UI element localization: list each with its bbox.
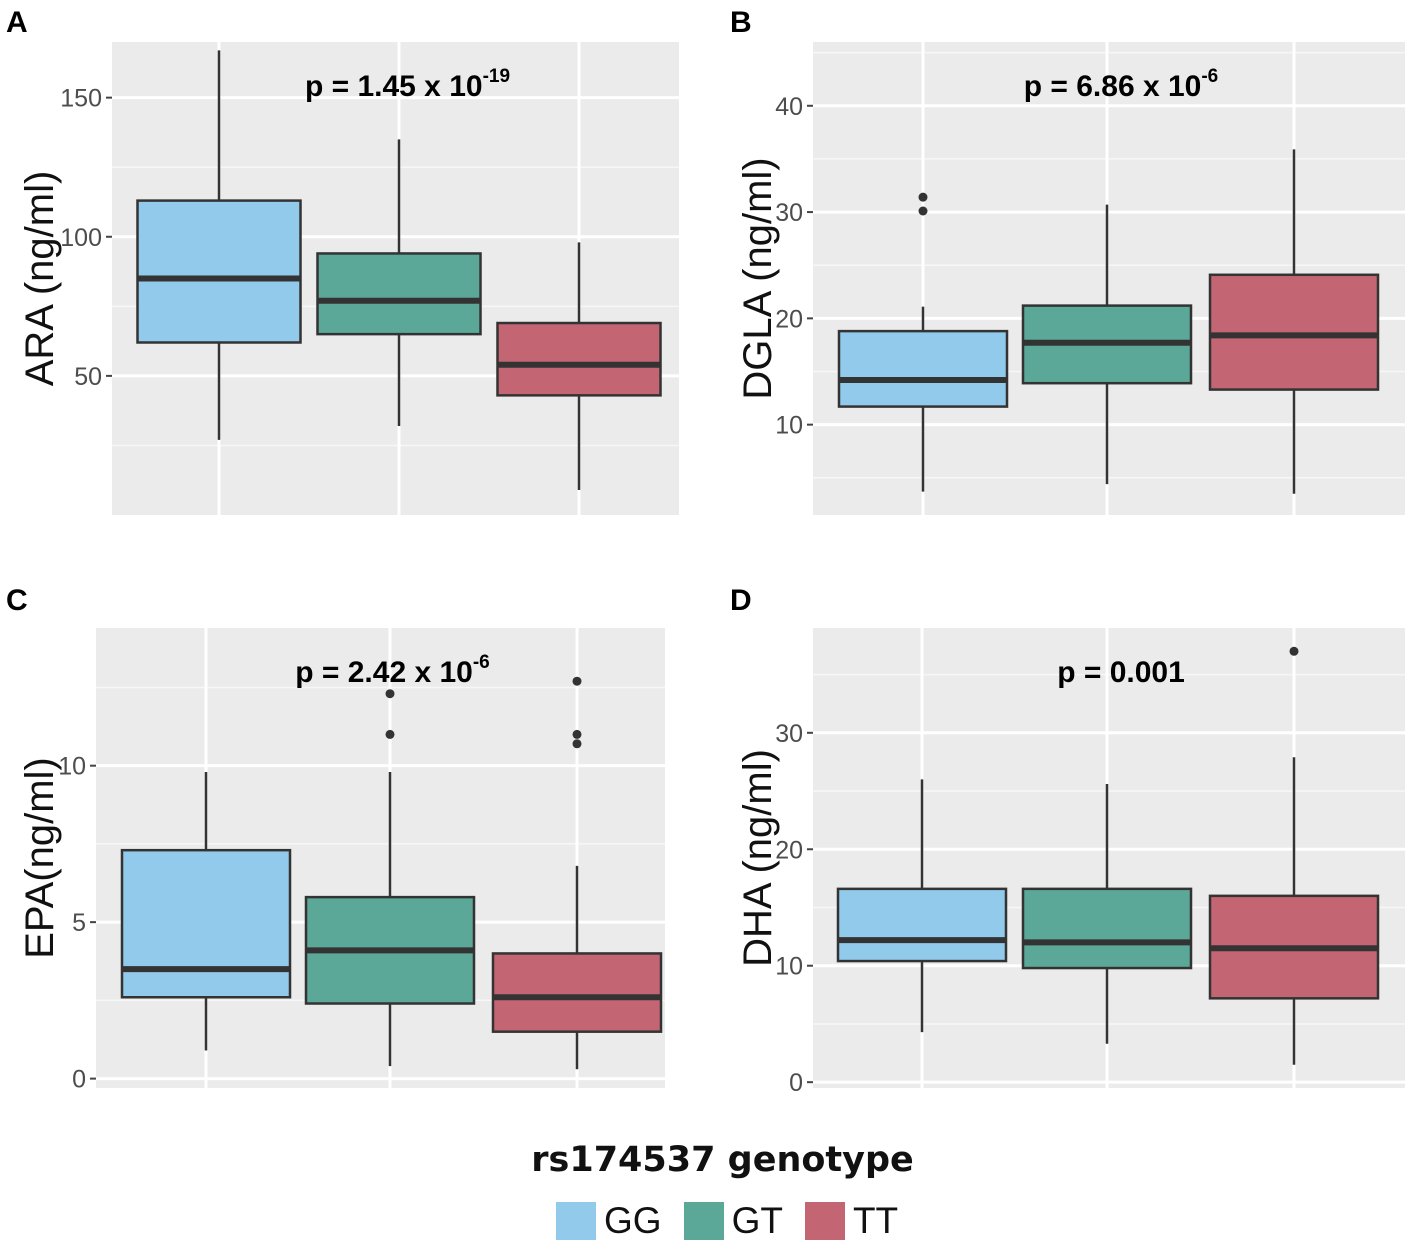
y-tick-label: 150 [60,85,102,113]
y-tick-label: 10 [58,753,86,781]
y-tick-label: 100 [60,224,102,252]
iqr-box [120,848,292,999]
plot-background [813,628,1405,1088]
box-gg [120,771,292,1051]
panel-label: D [730,584,752,617]
iqr-box [836,887,1008,963]
outlier-point [385,729,395,739]
y-tick-label: 30 [775,199,803,227]
legend: rs174537 genotype GG GT TT [0,1140,1417,1241]
iqr-box [1021,887,1193,970]
y-tick-label: 50 [74,363,102,391]
panel-a: 50 100 150 ARA (ng/ml) Ap = 1.45 x 10-19 [6,6,679,515]
legend-swatch-tt [804,1202,845,1240]
outlier-point [918,206,928,216]
iqr-box [316,252,482,336]
y-tick-label: 0 [72,1066,86,1094]
legend-swatch-gg [556,1202,596,1240]
box-gt [1021,784,1193,1044]
y-tick-label: 20 [775,836,803,864]
y-tick-label: 20 [775,305,803,333]
box-gg [136,50,302,440]
box-gg [837,192,1009,492]
y-tick-label: 5 [72,909,86,937]
p-value-annotation: p = 0.001 [1057,656,1185,689]
box-gg [836,779,1008,1033]
box-tt [496,242,662,490]
y-tick-label: 30 [775,720,803,748]
p-value-text: p = 1.45 x 10 [305,70,483,103]
legend-label-gt: GT [731,1200,783,1241]
p-value-annotation: p = 2.42 x 10-6 [295,652,490,689]
p-value-annotation: p = 1.45 x 10-19 [305,66,510,103]
y-tick-label: 40 [775,93,803,121]
p-value-exponent: -6 [473,652,490,673]
outlier-point [572,729,582,739]
p-value-exponent: -19 [483,66,510,87]
outlier-point [385,689,395,699]
p-value-text: p = 2.42 x 10 [295,656,473,689]
legend-label-tt: TT [852,1200,899,1241]
outlier-point [572,739,582,749]
y-tick-label: 10 [775,412,803,440]
outlier-point [918,192,928,202]
legend-label-gg: GG [604,1200,662,1241]
p-value-text: p = 6.86 x 10 [1024,70,1202,103]
outlier-point [1289,646,1299,656]
y-axis-label: DHA (ng/ml) [736,749,780,967]
legend-swatch-gt [683,1202,724,1240]
p-value-annotation: p = 6.86 x 10-6 [1024,66,1219,103]
iqr-box [491,952,663,1033]
iqr-box [136,199,302,344]
panel-b: 10 20 30 40 DGLA (ng/ml) Bp = 6.86 x 10-6 [730,6,1405,515]
legend-item-gg: GG [556,1200,662,1242]
y-tick-label: 0 [789,1069,803,1097]
panel-label: C [6,584,28,617]
legend-title: rs174537 genotype [531,1140,914,1180]
iqr-box [1208,273,1380,391]
y-axis-label: DGLA (ng/ml) [736,157,780,399]
box-gt [304,689,476,1067]
box-tt [491,676,663,1070]
p-value-exponent: -6 [1201,66,1218,87]
box-gt [1021,204,1193,485]
box-tt [1208,646,1380,1065]
box-gt [316,139,482,426]
y-axis-label: ARA (ng/ml) [18,171,62,387]
panel-label: A [6,6,28,39]
panel-label: B [730,6,752,39]
legend-items: GG GT TT [556,1200,920,1242]
legend-item-gt: GT [683,1200,783,1242]
p-value-text: p = 0.001 [1057,656,1185,689]
iqr-box [837,329,1009,408]
iqr-box [496,321,662,397]
y-tick-label: 10 [775,953,803,981]
y-axis-label: EPA(ng/ml) [18,757,62,959]
box-tt [1208,149,1380,494]
legend-item-tt: TT [804,1200,899,1242]
outlier-point [572,676,582,686]
